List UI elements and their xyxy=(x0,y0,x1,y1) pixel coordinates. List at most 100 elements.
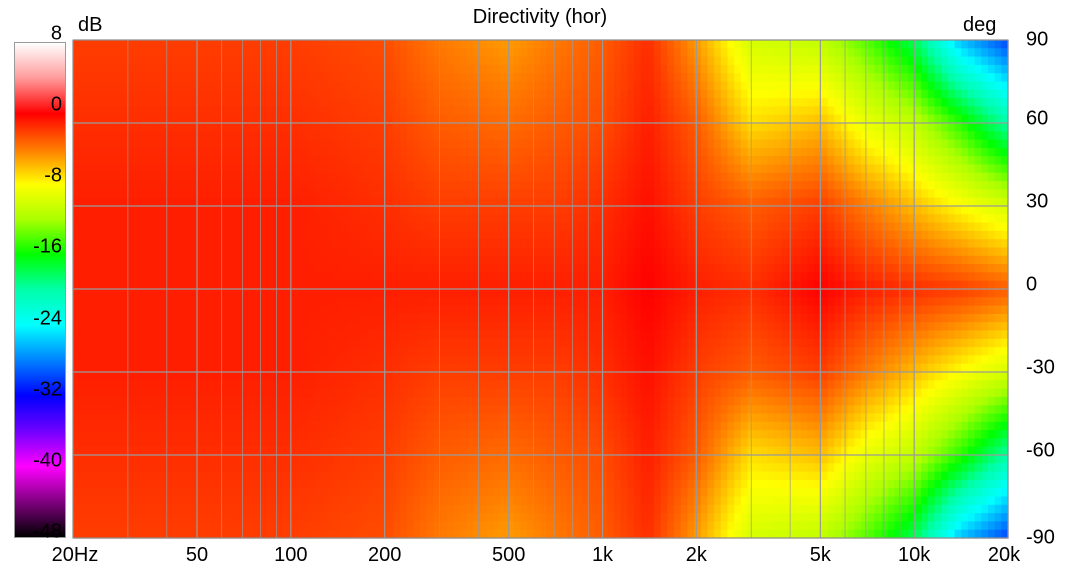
heatmap-cell xyxy=(794,230,802,240)
heatmap-cell xyxy=(694,164,702,174)
heatmap-cell xyxy=(767,280,775,290)
heatmap-cell xyxy=(93,106,101,116)
heatmap-cell xyxy=(126,181,134,190)
heatmap-cell xyxy=(987,247,996,257)
heatmap-cell xyxy=(927,272,936,282)
heatmap-cell xyxy=(740,106,749,116)
heatmap-cell xyxy=(159,81,168,91)
heatmap-cell xyxy=(386,264,395,273)
heatmap-cell xyxy=(280,222,288,232)
heatmap-cell xyxy=(827,222,835,232)
heatmap-cell xyxy=(493,131,502,141)
heatmap-cell xyxy=(987,89,996,99)
heatmap-cell xyxy=(874,147,882,157)
heatmap-cell xyxy=(420,89,428,99)
heatmap-cell xyxy=(667,164,675,174)
heatmap-cell xyxy=(687,172,695,182)
heatmap-cell xyxy=(927,123,936,132)
heatmap-cell xyxy=(961,272,969,282)
heatmap-cell xyxy=(954,313,962,323)
heatmap-cell xyxy=(720,214,729,224)
heatmap-cell xyxy=(654,139,662,149)
heatmap-cell xyxy=(406,280,415,290)
heatmap-cell xyxy=(954,181,962,190)
heatmap-cell xyxy=(260,156,268,166)
heatmap-cell xyxy=(807,264,815,273)
heatmap-cell xyxy=(507,322,515,332)
heatmap-cell xyxy=(887,322,896,332)
heatmap-cell xyxy=(954,239,962,249)
heatmap-cell xyxy=(881,106,889,116)
heatmap-cell xyxy=(293,247,301,257)
heatmap-cell xyxy=(981,214,989,224)
heatmap-cell xyxy=(360,206,368,215)
heatmap-cell xyxy=(647,181,655,190)
heatmap-cell xyxy=(239,206,248,215)
heatmap-cell xyxy=(687,313,695,323)
heatmap-cell xyxy=(253,106,261,116)
heatmap-cell xyxy=(473,239,481,249)
heatmap-cell xyxy=(139,114,148,124)
heatmap-cell xyxy=(600,313,608,323)
heatmap-cell xyxy=(320,230,328,240)
heatmap-cell xyxy=(527,147,535,157)
heatmap-cell xyxy=(293,255,301,265)
heatmap-cell xyxy=(861,313,869,323)
heatmap-cell xyxy=(460,189,468,199)
heatmap-cell xyxy=(587,73,595,83)
heatmap-cell xyxy=(119,48,128,58)
heatmap-cell xyxy=(740,297,749,307)
heatmap-cell xyxy=(967,230,976,240)
heatmap-cell xyxy=(213,214,221,224)
heatmap-cell xyxy=(253,297,261,307)
heatmap-cell xyxy=(219,272,228,282)
heatmap-cell xyxy=(306,330,315,340)
heatmap-cell xyxy=(780,56,789,66)
heatmap-cell xyxy=(146,264,154,273)
heatmap-cell xyxy=(714,139,722,149)
heatmap-cell xyxy=(360,164,368,174)
heatmap-cell xyxy=(807,197,815,207)
heatmap-cell xyxy=(540,40,548,49)
heatmap-cell xyxy=(553,98,562,107)
heatmap-cell xyxy=(914,114,922,124)
heatmap-cell xyxy=(847,164,855,174)
heatmap-cell xyxy=(807,98,815,107)
heatmap-cell xyxy=(593,330,602,340)
heatmap-cell xyxy=(634,197,642,207)
heatmap-cell xyxy=(213,230,221,240)
heatmap-cell xyxy=(520,147,528,157)
heatmap-cell xyxy=(754,189,762,199)
heatmap-cell xyxy=(360,305,368,315)
heatmap-cell xyxy=(166,330,174,340)
heatmap-cell xyxy=(894,156,902,166)
heatmap-cell xyxy=(560,272,568,282)
heatmap-cell xyxy=(487,189,495,199)
heatmap-cell xyxy=(93,114,101,124)
heatmap-cell xyxy=(353,197,361,207)
heatmap-cell xyxy=(467,247,475,257)
heatmap-cell xyxy=(961,197,969,207)
heatmap-cell xyxy=(981,98,989,107)
heatmap-cell xyxy=(667,280,675,290)
heatmap-cell xyxy=(987,147,996,157)
heatmap-cell xyxy=(800,81,809,91)
heatmap-cell xyxy=(413,98,421,107)
heatmap-cell xyxy=(874,247,882,257)
heatmap-cell xyxy=(867,264,876,273)
heatmap-cell xyxy=(433,272,441,282)
heatmap-cell xyxy=(306,73,315,83)
heatmap-cell xyxy=(126,305,134,315)
heatmap-cell xyxy=(126,272,134,282)
heatmap-cell xyxy=(734,197,742,207)
heatmap-cell xyxy=(620,64,628,74)
heatmap-cell xyxy=(173,181,181,190)
heatmap-cell xyxy=(333,189,341,199)
heatmap-cell xyxy=(700,48,709,58)
heatmap-cell xyxy=(293,98,301,107)
heatmap-cell xyxy=(266,40,274,49)
heatmap-cell xyxy=(386,322,395,332)
heatmap-cell xyxy=(373,147,381,157)
heatmap-cell xyxy=(300,81,308,91)
heatmap-cell xyxy=(300,89,308,99)
